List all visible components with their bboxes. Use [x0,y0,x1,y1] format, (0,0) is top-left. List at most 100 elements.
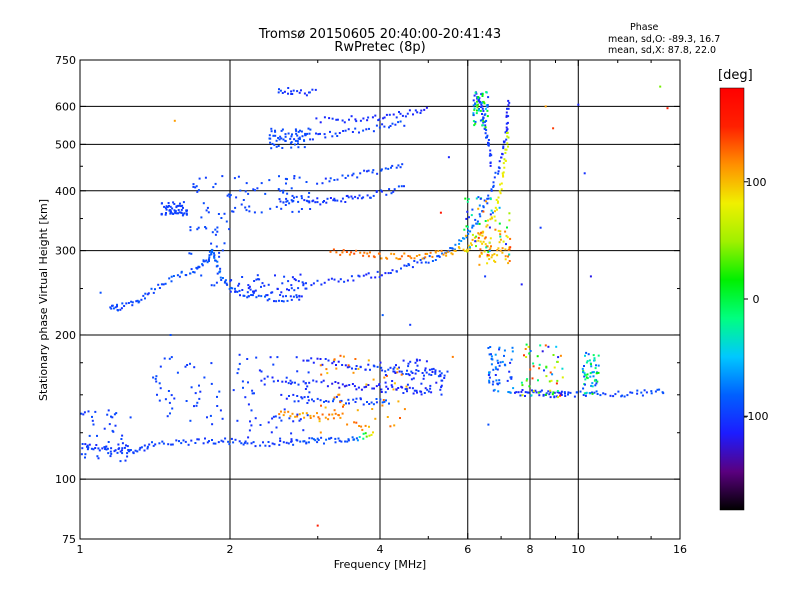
data-point [342,130,345,132]
data-point [396,371,399,374]
data-point [314,88,317,91]
data-point [309,128,312,131]
data-point [372,130,375,133]
data-point [332,417,335,420]
data-point [509,361,512,364]
data-point [482,100,485,103]
data-point [421,372,424,374]
data-point [291,276,294,279]
data-point [466,210,469,213]
data-point [222,440,225,443]
data-point [484,132,487,135]
data-point [345,384,348,387]
data-point [121,452,124,455]
data-point [457,246,460,249]
data-point [210,284,213,287]
data-point [295,294,298,297]
data-point [172,275,175,277]
data-point [127,449,130,451]
data-point [281,128,284,131]
data-point [205,259,208,262]
data-point [399,417,401,419]
data-point [503,166,506,169]
data-point [602,392,605,395]
data-point [325,400,328,402]
data-point [301,412,304,415]
data-point [281,380,284,383]
data-point [240,442,243,445]
data-point [517,391,520,394]
data-point [275,205,278,208]
data-point [138,300,141,303]
data-point [506,121,509,124]
data-point [274,130,277,133]
data-point [362,254,365,257]
data-point [506,379,509,382]
data-point [106,447,109,450]
data-point [505,126,508,129]
data-point [393,424,396,427]
data-point [338,393,341,396]
data-point [403,408,406,411]
data-point [221,277,224,279]
data-point [251,389,254,392]
data-point [520,390,523,393]
data-point [247,436,250,439]
data-point [324,177,327,180]
data-point [408,264,411,267]
data-point [168,401,171,404]
data-point [320,283,323,286]
data-point [169,412,171,415]
data-point [585,361,588,364]
data-point [180,270,183,273]
data-point [172,201,175,204]
data-point [497,170,500,173]
data-point [114,306,117,309]
data-point [353,438,356,441]
data-point [126,455,129,458]
data-point [319,431,322,434]
data-point [394,372,397,374]
data-point [360,388,363,391]
data-point [211,251,213,253]
data-point [497,172,500,175]
data-point [569,391,572,394]
data-point [506,107,508,110]
data-point [229,194,232,197]
data-point [381,123,384,126]
data-point [350,251,353,254]
data-point [405,264,408,267]
data-point [506,142,509,145]
data-point [354,367,357,370]
data-point [329,250,332,253]
data-point [291,194,294,197]
data-point [293,175,296,177]
data-point [416,391,418,394]
data-point [217,213,220,215]
data-point [283,411,286,414]
data-point [218,255,221,258]
data-point [594,378,597,381]
data-point [293,400,296,403]
data-point [290,432,293,435]
data-point [180,442,183,445]
data-point [282,191,285,194]
data-point [385,385,388,388]
data-point [420,382,423,385]
data-point [280,393,283,396]
data-point [297,383,300,386]
data-point [206,416,208,419]
data-point [86,445,88,448]
data-point [482,206,485,209]
data-point [336,135,339,137]
data-point [332,400,334,403]
data-point [469,247,471,250]
data-point [364,424,367,427]
data-point [481,234,484,237]
data-point [339,401,342,404]
data-point [290,135,293,138]
data-point [288,395,290,397]
data-point [337,414,340,417]
data-point [279,294,282,296]
data-point [488,241,491,244]
